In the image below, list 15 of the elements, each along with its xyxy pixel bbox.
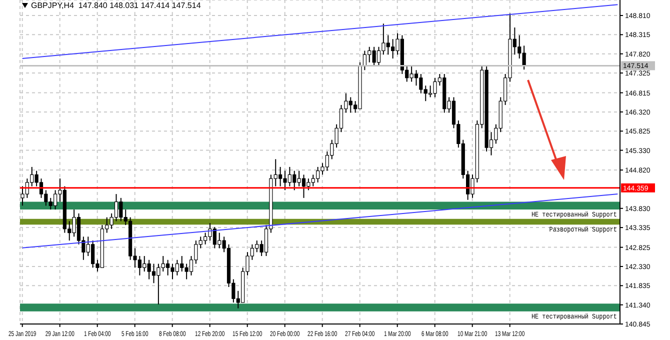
- x-tick-label: 15 Feb 12:00: [232, 330, 263, 338]
- x-tick-label: 20 Feb 00:00: [270, 330, 300, 338]
- x-tick-label: 10 Mar 21:00: [458, 330, 488, 338]
- x-tick-label: 5 Feb 16:00: [121, 330, 149, 338]
- x-tick-label: 13 Mar 12:00: [495, 330, 526, 338]
- x-tick-label: 1 Feb 04:00: [84, 330, 112, 338]
- x-tick-label: 8 Feb 08:00: [158, 330, 186, 338]
- x-tick-label: 29 Jan 12:00: [45, 330, 75, 338]
- x-tick-label: 6 Mar 08:00: [421, 330, 449, 338]
- x-tick-label: 12 Feb 20:00: [195, 330, 226, 338]
- x-tick-label: 27 Feb 04:00: [345, 330, 376, 338]
- x-tick-label: 22 Feb 16:00: [308, 330, 338, 338]
- x-tick-label: 25 Jan 2019: [8, 330, 37, 338]
- chart-title: GBPJPY,H4 147.840 148.031 147.414 147.514: [31, 1, 201, 10]
- x-tick-label: 1 Mar 20:00: [384, 330, 412, 338]
